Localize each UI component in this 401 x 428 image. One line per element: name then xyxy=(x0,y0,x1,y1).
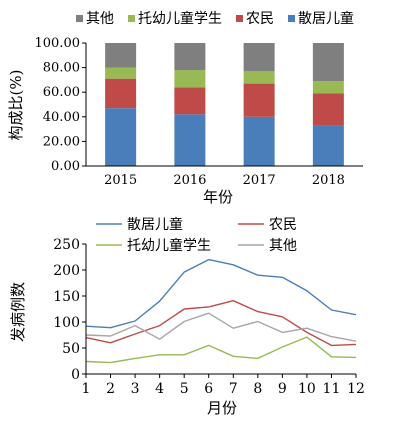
line-x-tick-label: 12 xyxy=(347,381,365,397)
bar-segment xyxy=(312,43,344,82)
bar-segment xyxy=(243,43,275,72)
bar-segment xyxy=(174,114,206,166)
bar-segment xyxy=(105,43,137,68)
line-legend-label: 农民 xyxy=(269,217,297,233)
line-x-tick-label: 4 xyxy=(155,381,164,397)
line-x-tick-label: 10 xyxy=(298,381,316,397)
bar-y-tick-label: 40.00 xyxy=(43,110,80,125)
line-series-path xyxy=(85,336,357,364)
bar-marks xyxy=(105,43,344,166)
line-x-tick-label: 11 xyxy=(323,381,341,397)
bar-y-tick-label: 0.00 xyxy=(51,159,80,174)
line-y-tick-label: 50 xyxy=(62,341,80,357)
line-x-tick-label: 9 xyxy=(278,381,287,397)
line-y-axis-label: 发病例数 xyxy=(9,282,27,342)
bar-x-axis-label: 年份 xyxy=(203,188,233,206)
bar-y-tick-label: 60.00 xyxy=(43,85,80,100)
bar-x-axis-ticks: 2015 2016 2017 2018 xyxy=(104,173,345,188)
line-y-axis-ticks: 0 50 100 150 200 250 xyxy=(53,237,86,383)
line-legend-label: 散居儿童 xyxy=(127,216,183,233)
line-y-tick-label: 0 xyxy=(71,367,80,383)
line-x-tick-label: 6 xyxy=(204,381,213,397)
stacked-bar-chart: 其他 托幼儿童学生 农民 散居儿童 0.00 20.00 40.00 60.00 80.00 1… xyxy=(7,10,363,206)
bar-legend-swatch xyxy=(288,15,295,22)
line-x-tick-label: 5 xyxy=(180,381,189,397)
bar-legend-swatch xyxy=(76,15,83,22)
line-y-tick-label: 100 xyxy=(53,315,80,331)
bar-legend-label: 散居儿童 xyxy=(298,10,354,27)
bar-segment xyxy=(243,71,275,84)
bar-legend-swatch xyxy=(236,15,243,22)
bar-x-tick-label: 2018 xyxy=(312,173,345,188)
bar-segment xyxy=(105,67,137,79)
bar-legend-swatch xyxy=(128,15,135,22)
line-legend-label: 托幼儿童学生 xyxy=(127,237,211,254)
line-x-tick-label: 8 xyxy=(253,381,262,397)
bar-y-tick-label: 80.00 xyxy=(43,61,80,76)
bar-legend-label: 托幼儿童学生 xyxy=(138,10,222,27)
line-y-tick-label: 150 xyxy=(53,289,80,305)
line-series-path xyxy=(85,312,357,342)
bar-legend: 其他 托幼儿童学生 农民 散居儿童 xyxy=(76,10,354,27)
bar-segment xyxy=(105,78,137,109)
line-series xyxy=(85,258,357,364)
bar-y-axis-label: 构成比(%) xyxy=(7,70,25,141)
bar-y-tick-label: 20.00 xyxy=(43,134,80,149)
line-x-tick-label: 3 xyxy=(131,381,140,397)
line-x-tick-label: 2 xyxy=(106,381,115,397)
bar-legend-label: 其他 xyxy=(86,11,114,27)
bar-segment xyxy=(174,43,206,71)
bar-segment xyxy=(243,116,275,166)
line-x-tick-label: 1 xyxy=(82,381,91,397)
bar-y-axis-ticks: 0.00 20.00 40.00 60.00 80.00 100.00 xyxy=(35,36,86,174)
bar-x-tick-label: 2017 xyxy=(243,173,276,188)
bar-x-tick-label: 2016 xyxy=(173,173,206,188)
line-x-tick-label: 7 xyxy=(229,381,238,397)
bar-y-tick-label: 100.00 xyxy=(35,36,81,51)
bar-segment xyxy=(243,83,275,117)
line-series-path xyxy=(85,258,357,329)
bar-segment xyxy=(312,81,344,94)
bar-x-tick-label: 2015 xyxy=(104,173,137,188)
bar-segment xyxy=(312,125,344,166)
line-y-tick-label: 250 xyxy=(53,237,80,253)
line-x-axis-label: 月份 xyxy=(207,399,237,417)
bar-segment xyxy=(174,70,206,88)
line-y-tick-label: 200 xyxy=(53,263,80,279)
bar-legend-label: 农民 xyxy=(246,11,274,27)
line-legend-label: 其他 xyxy=(269,238,297,254)
bar-segment xyxy=(312,93,344,126)
line-series-path xyxy=(85,300,357,347)
bar-segment xyxy=(174,87,206,115)
line-x-axis-ticks: 1 2 3 4 5 6 7 8 9 10 11 12 xyxy=(82,374,365,397)
bar-segment xyxy=(105,108,137,166)
